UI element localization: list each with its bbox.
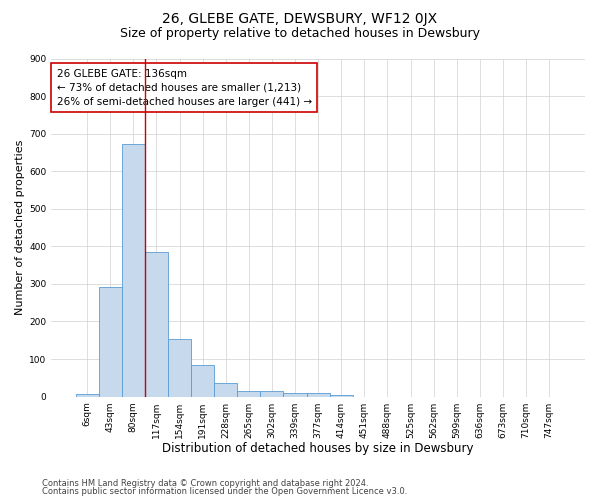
Bar (214, 382, 237, 396)
Bar (145, 252, 168, 396)
Y-axis label: Number of detached properties: Number of detached properties (15, 140, 25, 315)
Bar (122, 144, 145, 397)
Bar (329, 394, 353, 396)
Bar (237, 392, 260, 396)
Bar (76, 394, 98, 396)
Text: 26 GLEBE GATE: 136sqm
← 73% of detached houses are smaller (1,213)
26% of semi-d: 26 GLEBE GATE: 136sqm ← 73% of detached … (56, 68, 312, 106)
Bar (307, 393, 329, 396)
Bar (168, 340, 191, 396)
Bar (191, 364, 214, 396)
Text: 26, GLEBE GATE, DEWSBURY, WF12 0JX: 26, GLEBE GATE, DEWSBURY, WF12 0JX (163, 12, 437, 26)
Bar (283, 393, 307, 396)
Bar (260, 392, 283, 396)
Text: Contains HM Land Registry data © Crown copyright and database right 2024.: Contains HM Land Registry data © Crown c… (42, 478, 368, 488)
Bar (98, 286, 122, 397)
Text: Contains public sector information licensed under the Open Government Licence v3: Contains public sector information licen… (42, 487, 407, 496)
Text: Size of property relative to detached houses in Dewsbury: Size of property relative to detached ho… (120, 28, 480, 40)
X-axis label: Distribution of detached houses by size in Dewsbury: Distribution of detached houses by size … (163, 442, 474, 455)
